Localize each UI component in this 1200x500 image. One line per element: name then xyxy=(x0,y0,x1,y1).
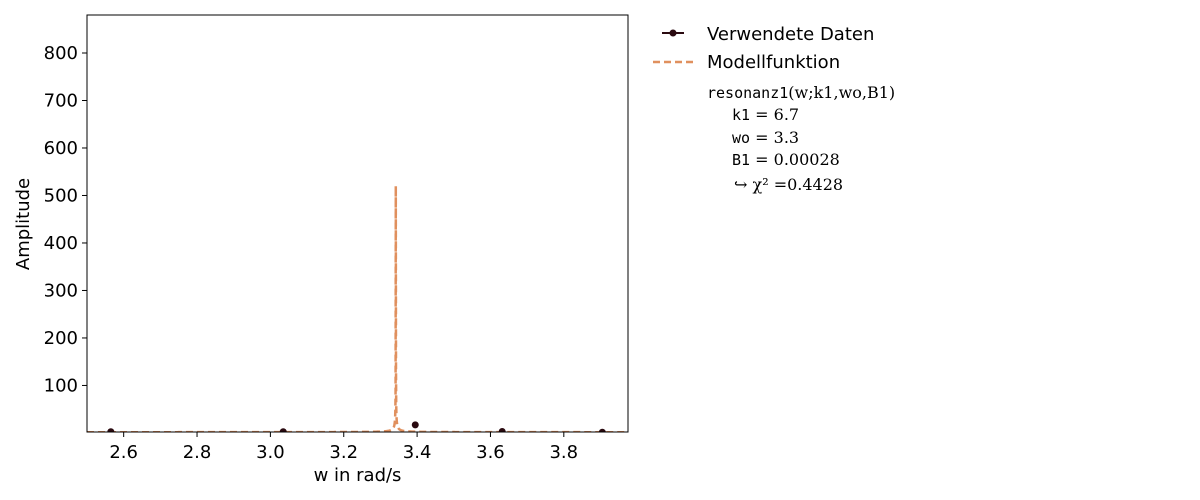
fit-info: resonanz1(w;k1,wo,B1) k1 = 6.7 wo = 3.3 … xyxy=(707,83,895,194)
plot-frame xyxy=(86,14,629,433)
data-points-group xyxy=(107,421,606,432)
legend-data-marker xyxy=(669,29,677,37)
y-axis-label: Amplitude xyxy=(13,178,34,270)
data-point xyxy=(279,428,287,432)
x-tick-label: 3.6 xyxy=(476,442,505,463)
model-function-line xyxy=(87,185,628,432)
y-tick-label: 100 xyxy=(44,375,78,396)
y-tick-label: 200 xyxy=(44,328,78,349)
y-tick-label: 300 xyxy=(44,280,78,301)
x-tick-label: 3.0 xyxy=(256,442,285,463)
plot-area xyxy=(86,14,629,433)
y-tick-label: 700 xyxy=(44,90,78,111)
data-point xyxy=(598,428,606,432)
legend: Verwendete Daten Modellfunktion resonanz… xyxy=(653,24,895,194)
fit-param-b1: B1 = 0.00028 xyxy=(732,150,840,169)
legend-label-model: Modellfunktion xyxy=(707,52,840,73)
fit-param-wo: wo = 3.3 xyxy=(732,128,799,147)
chi2-value: 0.4428 xyxy=(787,175,843,194)
x-axis-label: w in rad/s xyxy=(314,465,402,486)
y-axis: 100 200 300 400 500 600 700 800 xyxy=(44,43,87,396)
data-point xyxy=(107,428,115,432)
x-tick-label: 3.8 xyxy=(549,442,578,463)
x-tick-label: 3.2 xyxy=(329,442,358,463)
fit-param-k1: k1 = 6.7 xyxy=(732,105,799,124)
model-line-group xyxy=(87,185,628,432)
y-tick-label: 400 xyxy=(44,233,78,254)
fit-function: resonanz1(w;k1,wo,B1) xyxy=(707,83,895,102)
chi2-label: ↪ χ² = xyxy=(734,175,787,194)
data-point xyxy=(411,421,419,429)
x-axis: 2.6 2.8 3.0 3.2 3.4 3.6 3.8 xyxy=(109,432,578,463)
y-tick-label: 500 xyxy=(44,185,78,206)
legend-entry-data: Verwendete Daten xyxy=(662,24,874,45)
legend-label-data: Verwendete Daten xyxy=(707,24,874,45)
x-tick-label: 2.6 xyxy=(109,442,138,463)
x-tick-label: 3.4 xyxy=(403,442,432,463)
y-tick-label: 800 xyxy=(44,43,78,64)
fit-function-name: resonanz1 xyxy=(707,84,788,102)
y-tick-label: 600 xyxy=(44,138,78,159)
fit-function-args: (w;k1,wo,B1) xyxy=(788,83,895,102)
legend-entry-model: Modellfunktion xyxy=(653,52,840,73)
data-point xyxy=(498,428,506,432)
fit-chi2: ↪ χ² =0.4428 xyxy=(734,175,843,194)
x-tick-label: 2.8 xyxy=(183,442,212,463)
